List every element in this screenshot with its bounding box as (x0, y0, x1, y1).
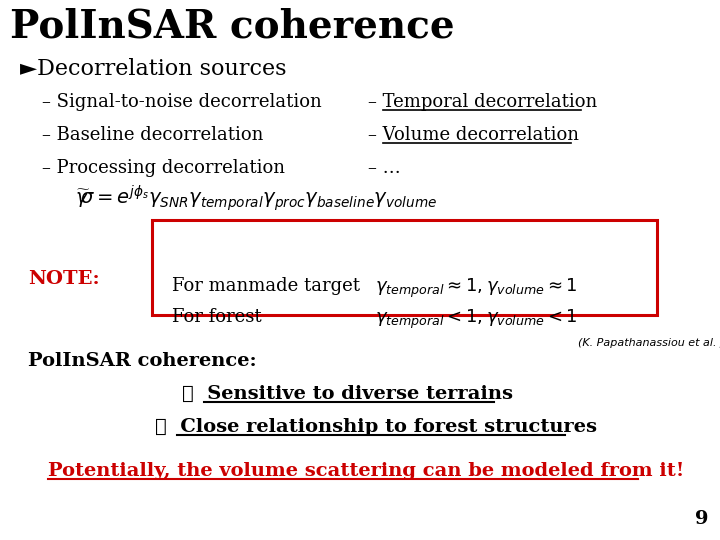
Text: $\gamma_{temporal} \approx 1, \gamma_{volume} \approx 1$: $\gamma_{temporal} \approx 1, \gamma_{vo… (375, 277, 577, 300)
Text: – Temporal decorrelation: – Temporal decorrelation (368, 93, 598, 111)
Text: (K. Papathanassiou et al. ): (K. Papathanassiou et al. ) (578, 338, 720, 348)
Text: PolInSAR coherence:: PolInSAR coherence: (28, 352, 256, 370)
Text: $\widetilde{\gamma}\!\!\sigma= e^{j\phi_s} \gamma_{SNR}\gamma_{temporal}\gamma_{: $\widetilde{\gamma}\!\!\sigma= e^{j\phi_… (75, 183, 438, 213)
Text: – Volume decorrelation: – Volume decorrelation (368, 126, 579, 144)
Text: 9: 9 (695, 510, 708, 528)
Text: $\gamma_{temporal} < 1, \gamma_{volume} < 1$: $\gamma_{temporal} < 1, \gamma_{volume} … (375, 308, 577, 331)
Text: – Baseline decorrelation: – Baseline decorrelation (42, 126, 264, 144)
Text: ►Decorrelation sources: ►Decorrelation sources (20, 58, 287, 80)
Text: ✓  Close relationship to forest structures: ✓ Close relationship to forest structure… (155, 418, 597, 436)
Text: – …: – … (368, 159, 401, 177)
Text: – Signal-to-noise decorrelation: – Signal-to-noise decorrelation (42, 93, 322, 111)
Text: PolInSAR coherence: PolInSAR coherence (10, 8, 454, 46)
Text: For forest: For forest (172, 308, 261, 326)
Text: – Processing decorrelation: – Processing decorrelation (42, 159, 285, 177)
Text: ✓  Sensitive to diverse terrains: ✓ Sensitive to diverse terrains (182, 385, 513, 403)
Text: Potentially, the volume scattering can be modeled from it!: Potentially, the volume scattering can b… (48, 462, 685, 480)
Text: For manmade target: For manmade target (172, 277, 360, 295)
FancyBboxPatch shape (152, 220, 657, 315)
Text: NOTE:: NOTE: (28, 270, 99, 288)
